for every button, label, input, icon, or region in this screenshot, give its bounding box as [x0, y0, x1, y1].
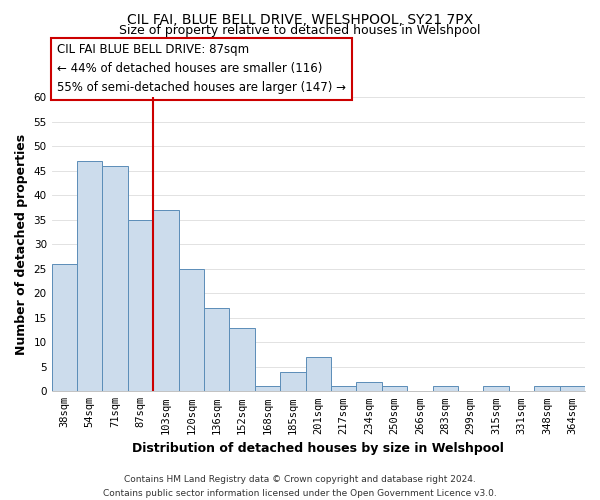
Bar	[331, 386, 356, 392]
Bar	[382, 386, 407, 392]
Bar	[179, 269, 204, 392]
Bar	[255, 386, 280, 392]
Bar	[433, 386, 458, 392]
Bar	[153, 210, 179, 392]
Bar	[534, 386, 560, 392]
Text: Size of property relative to detached houses in Welshpool: Size of property relative to detached ho…	[119, 24, 481, 37]
Bar	[280, 372, 305, 392]
Y-axis label: Number of detached properties: Number of detached properties	[15, 134, 28, 355]
Bar	[77, 161, 103, 392]
Text: Contains HM Land Registry data © Crown copyright and database right 2024.
Contai: Contains HM Land Registry data © Crown c…	[103, 476, 497, 498]
X-axis label: Distribution of detached houses by size in Welshpool: Distribution of detached houses by size …	[133, 442, 504, 455]
Bar	[356, 382, 382, 392]
Text: CIL FAI BLUE BELL DRIVE: 87sqm
← 44% of detached houses are smaller (116)
55% of: CIL FAI BLUE BELL DRIVE: 87sqm ← 44% of …	[57, 44, 346, 94]
Bar	[305, 357, 331, 392]
Bar	[103, 166, 128, 392]
Bar	[560, 386, 585, 392]
Bar	[52, 264, 77, 392]
Bar	[484, 386, 509, 392]
Bar	[229, 328, 255, 392]
Bar	[204, 308, 229, 392]
Bar	[128, 220, 153, 392]
Text: CIL FAI, BLUE BELL DRIVE, WELSHPOOL, SY21 7PX: CIL FAI, BLUE BELL DRIVE, WELSHPOOL, SY2…	[127, 12, 473, 26]
